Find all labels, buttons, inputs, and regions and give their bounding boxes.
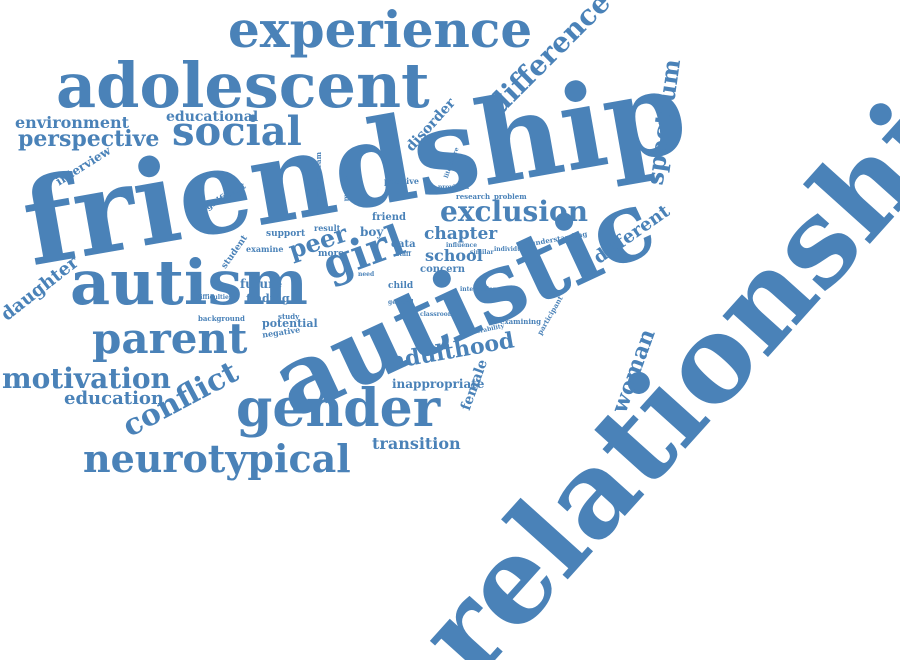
word-neurotypical: neurotypical bbox=[83, 436, 351, 481]
word-examining: examining bbox=[500, 317, 541, 326]
word-provision: provision bbox=[438, 184, 470, 191]
word-background: background bbox=[198, 314, 245, 323]
word-gender: gender bbox=[236, 378, 441, 439]
word-similar: similar bbox=[470, 249, 494, 256]
word-education: education bbox=[64, 388, 164, 409]
word-method: method bbox=[341, 171, 351, 202]
word-adolescent: adolescent bbox=[56, 49, 430, 122]
word-concern: concern bbox=[420, 264, 466, 275]
word-social: social bbox=[172, 108, 302, 155]
word-mainstream: mainstream bbox=[313, 152, 323, 199]
word-transition: transition bbox=[372, 434, 461, 453]
word-perspective: perspective bbox=[18, 126, 160, 152]
word-study: study bbox=[278, 312, 300, 321]
word-need: need bbox=[358, 271, 375, 278]
word-support: support bbox=[266, 229, 306, 239]
word-positive: positive bbox=[384, 176, 419, 186]
word-individual: individual bbox=[494, 246, 528, 253]
word-exclusion: exclusion bbox=[440, 195, 588, 228]
word-experience: experience bbox=[228, 0, 533, 59]
word-school: school bbox=[425, 246, 483, 265]
word-interaction: interaction bbox=[460, 286, 498, 293]
word-parent: parent bbox=[92, 314, 248, 363]
word-chapter: chapter bbox=[424, 224, 498, 244]
word-problem: problem bbox=[494, 192, 527, 201]
word-future: future bbox=[240, 277, 283, 291]
word-influence: influence bbox=[446, 242, 478, 249]
word-classroom: classroom bbox=[420, 311, 455, 318]
word-environment: environment bbox=[15, 113, 130, 132]
word-result: result bbox=[314, 223, 341, 233]
word-autism: autism bbox=[70, 246, 308, 319]
word-research: research bbox=[456, 192, 491, 201]
word-boy: boy bbox=[360, 225, 384, 239]
word-motivation: motivation bbox=[2, 362, 171, 395]
word-staff: staff bbox=[396, 251, 411, 258]
word-data: data bbox=[391, 239, 416, 250]
word-examine: examine bbox=[246, 244, 284, 254]
word-child: child bbox=[388, 281, 414, 291]
word-potential: potential bbox=[262, 317, 318, 330]
word-finding: finding bbox=[246, 292, 290, 305]
word-difficulties: difficulties bbox=[196, 294, 233, 301]
word-friend: friend bbox=[372, 212, 406, 223]
word-more: more bbox=[318, 249, 344, 259]
word-educational: educational bbox=[166, 109, 259, 125]
word-inappropriate: inappropriate bbox=[392, 377, 485, 391]
word-general: general bbox=[388, 299, 414, 306]
